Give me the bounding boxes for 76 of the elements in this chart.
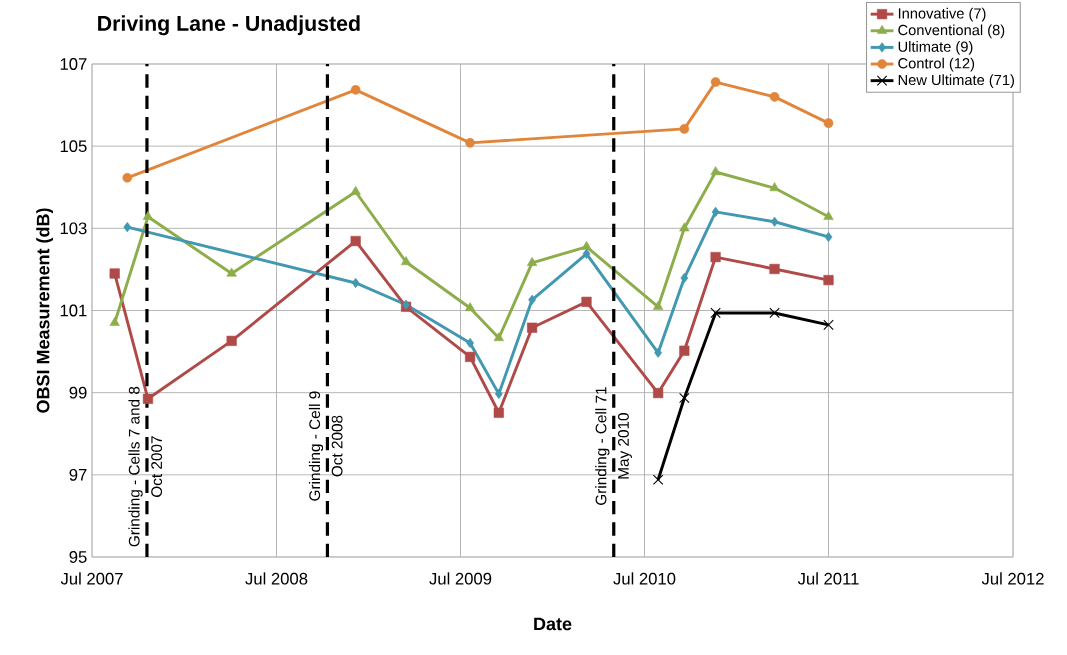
point <box>710 252 721 263</box>
legend-label: Innovative (7) <box>898 7 986 22</box>
ref-line-label: Grinding - Cell 9 <box>308 391 324 501</box>
point <box>582 248 591 259</box>
point <box>679 124 690 134</box>
point <box>653 300 664 310</box>
point <box>710 77 721 87</box>
point <box>679 345 690 356</box>
point <box>526 256 538 266</box>
x-tick-label: Jul 2009 <box>429 572 492 585</box>
point <box>680 272 689 284</box>
point <box>769 92 780 102</box>
y-tick-label: 103 <box>60 222 87 235</box>
point <box>581 296 592 307</box>
point <box>581 240 592 250</box>
point <box>142 393 154 404</box>
point <box>226 335 237 346</box>
x-tick-label: Jul 2011 <box>797 572 859 585</box>
point <box>711 206 720 217</box>
point <box>527 322 538 333</box>
legend-label: Ultimate (9) <box>898 41 973 55</box>
legend-label: New Ultimate (71) <box>898 74 1014 89</box>
point <box>823 275 834 286</box>
y-tick-label: 107 <box>60 58 87 70</box>
y-tick-label: 101 <box>60 304 87 317</box>
point <box>823 118 834 128</box>
point <box>109 316 120 326</box>
chart-title: Driving Lane - Unadjusted <box>98 15 360 36</box>
point <box>653 387 664 399</box>
point <box>493 332 504 342</box>
point <box>528 294 536 305</box>
x-tick-label: Jul 2007 <box>60 572 123 585</box>
x-axis-title: Date <box>534 617 572 631</box>
point <box>654 347 662 358</box>
ref-line-label: Grinding - Cell 71 <box>595 387 610 505</box>
point <box>465 138 475 148</box>
y-axis-title: OBSI Measurement (dB) <box>36 208 54 413</box>
y-tick-label: 95 <box>69 551 87 563</box>
point <box>142 210 154 220</box>
x-tick-label: Jul 2012 <box>981 572 1044 585</box>
annotation: May 2010 <box>618 413 632 479</box>
point <box>350 85 361 95</box>
point <box>769 307 780 319</box>
x-tick-label: Jul 2008 <box>245 572 308 585</box>
legend-label: Conventional (8) <box>898 24 1005 39</box>
point <box>679 222 690 232</box>
point <box>109 268 120 279</box>
point <box>823 319 834 331</box>
point <box>400 256 412 266</box>
y-tick-label: 97 <box>69 468 87 481</box>
point <box>824 231 833 243</box>
point <box>122 172 133 183</box>
point <box>710 307 721 319</box>
point <box>710 166 721 176</box>
point <box>652 474 664 485</box>
y-tick-label: 99 <box>69 386 87 399</box>
annotation: Oct 2008 <box>331 415 343 477</box>
y-tick-label: 105 <box>60 140 87 153</box>
point <box>350 185 361 195</box>
point <box>769 182 780 192</box>
point <box>465 351 476 362</box>
point <box>123 222 132 233</box>
point <box>493 407 504 418</box>
point <box>823 210 834 220</box>
legend-label: Control (12) <box>898 57 975 72</box>
point <box>769 263 780 275</box>
point <box>494 388 503 399</box>
ref-line-label: Grinding - Cells 7 and 8 <box>128 386 143 547</box>
point <box>350 235 361 247</box>
x-tick-label: Jul 2010 <box>613 572 676 585</box>
point <box>679 392 690 404</box>
point <box>770 216 779 227</box>
point <box>226 267 237 277</box>
point <box>351 277 360 289</box>
point <box>464 302 476 312</box>
annotation: Oct 2007 <box>151 436 163 497</box>
